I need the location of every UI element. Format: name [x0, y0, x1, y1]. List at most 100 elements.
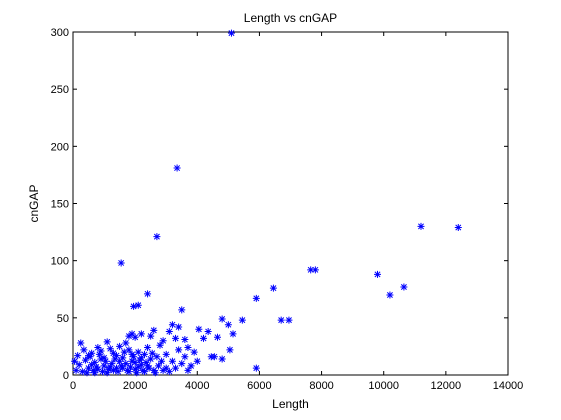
- data-point: [131, 358, 139, 366]
- data-point: [184, 366, 192, 374]
- data-point: [151, 369, 159, 377]
- data-point: [172, 364, 180, 372]
- data-point: [116, 342, 124, 350]
- data-point: [77, 339, 85, 347]
- data-point: [238, 316, 246, 324]
- x-tick-label: 0: [70, 380, 76, 392]
- data-point: [140, 368, 148, 376]
- data-point: [89, 366, 97, 374]
- data-point: [137, 361, 145, 369]
- data-point: [207, 353, 215, 361]
- data-point: [72, 366, 80, 374]
- data-point: [193, 357, 201, 365]
- data-point: [159, 337, 167, 345]
- data-point: [150, 366, 158, 374]
- data-point: [145, 364, 153, 372]
- data-point: [122, 339, 130, 347]
- data-point: [140, 350, 148, 358]
- data-point: [120, 348, 128, 356]
- data-point: [78, 368, 86, 376]
- data-point: [181, 336, 189, 344]
- data-point: [130, 353, 138, 361]
- data-point: [137, 330, 145, 338]
- data-point: [172, 334, 180, 342]
- data-point: [153, 353, 161, 361]
- data-point: [147, 332, 155, 340]
- data-point: [85, 352, 93, 360]
- data-point: [119, 364, 127, 372]
- data-point: [154, 362, 162, 370]
- data-point: [88, 349, 96, 357]
- y-tick-label: 0: [63, 370, 69, 382]
- data-point: [116, 357, 124, 365]
- x-tick-label: 6000: [247, 380, 271, 392]
- data-point: [162, 350, 170, 358]
- data-point: [150, 326, 158, 334]
- data-point: [102, 357, 110, 365]
- data-point: [131, 333, 139, 341]
- data-point: [113, 364, 120, 372]
- data-point: [159, 366, 167, 374]
- data-point: [100, 354, 108, 362]
- x-tick-label: 4000: [185, 380, 209, 392]
- x-axis-title: Length: [272, 397, 309, 411]
- data-point: [454, 224, 462, 232]
- data-point: [226, 346, 234, 354]
- y-tick-label: 300: [51, 27, 69, 39]
- data-point: [81, 356, 89, 364]
- data-point: [133, 369, 141, 377]
- data-point: [130, 302, 138, 310]
- data-point: [105, 365, 113, 373]
- data-point: [94, 344, 102, 352]
- data-point: [158, 357, 166, 365]
- data-point: [147, 355, 155, 363]
- data-point: [175, 323, 183, 331]
- data-point: [117, 362, 125, 370]
- data-point: [142, 358, 150, 366]
- data-point: [103, 369, 111, 377]
- data-point: [417, 222, 425, 230]
- data-point: [113, 352, 120, 360]
- data-point: [277, 316, 285, 324]
- y-axis-title: cnGAP: [27, 184, 41, 222]
- data-point: [122, 360, 130, 368]
- data-point: [175, 346, 183, 354]
- data-point: [184, 344, 192, 352]
- data-point: [106, 345, 114, 353]
- data-point: [108, 360, 116, 368]
- data-point: [144, 344, 152, 352]
- data-point: [181, 353, 189, 361]
- data-point: [227, 29, 235, 37]
- data-point: [94, 365, 102, 373]
- data-point: [134, 301, 142, 309]
- data-point: [106, 363, 114, 371]
- data-point: [213, 333, 221, 341]
- data-point: [97, 355, 105, 363]
- data-point: [156, 341, 164, 349]
- data-point: [252, 364, 260, 372]
- data-point: [125, 332, 133, 340]
- data-point: [187, 362, 195, 370]
- data-point: [92, 363, 100, 371]
- data-point: [83, 369, 91, 377]
- data-point: [91, 358, 99, 366]
- data-point: [218, 315, 226, 323]
- y-tick-label: 50: [57, 313, 69, 325]
- data-point: [144, 290, 152, 298]
- data-point: [229, 330, 237, 338]
- data-point: [128, 357, 136, 365]
- data-point: [74, 352, 82, 360]
- data-point: [386, 291, 394, 299]
- x-axis-ticks: 0 2000 4000 6000 8000 10000 12000 14000: [70, 32, 523, 392]
- y-axis-ticks: 0 50 100 150 200 250 300: [51, 27, 508, 382]
- data-point: [400, 283, 408, 291]
- data-point: [224, 321, 232, 329]
- data-point: [252, 294, 260, 302]
- data-point: [131, 365, 139, 373]
- data-point: [168, 321, 176, 329]
- data-point: [134, 363, 142, 371]
- data-point: [117, 259, 125, 267]
- data-point: [137, 354, 145, 362]
- y-tick-label: 100: [51, 256, 69, 268]
